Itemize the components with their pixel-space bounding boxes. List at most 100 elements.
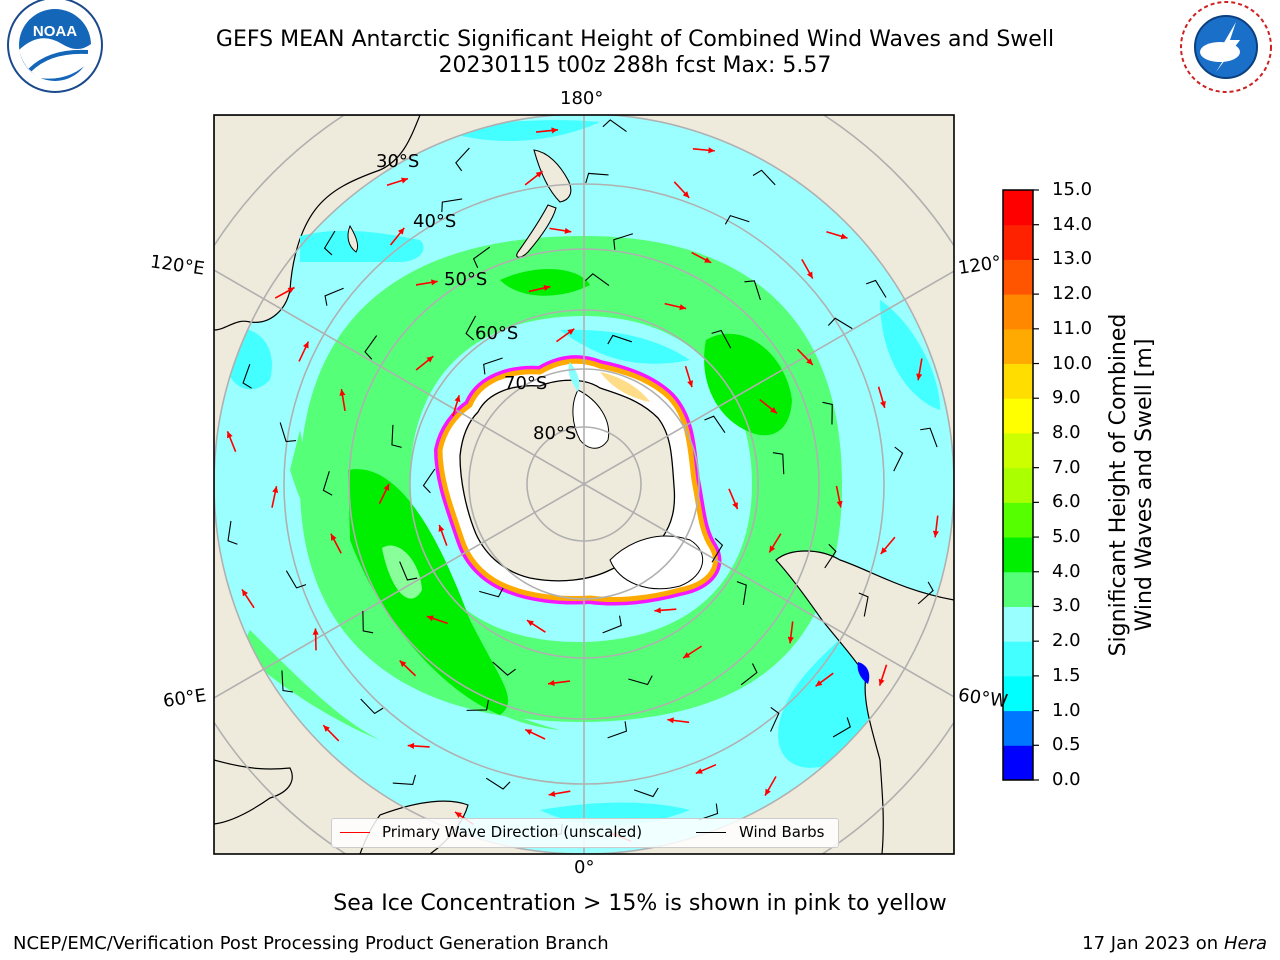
lat-label-80s: 80°S: [533, 423, 577, 444]
wave-arrow-head: [426, 356, 434, 363]
wave-arrow-head: [932, 530, 939, 538]
colorbar-segment: [1003, 745, 1033, 781]
wave-arrow-head: [330, 533, 337, 541]
colorbar-tick-label: 3.0: [1052, 595, 1081, 617]
colorbar-tick-label: 4.0: [1052, 560, 1081, 582]
map-legend: Primary Wave Direction (unscaled) Wind B…: [331, 818, 839, 848]
wave-arrow-head: [323, 725, 330, 732]
footer-date-text: 17 Jan 2023 on: [1082, 933, 1224, 954]
wave-arrow-head: [438, 524, 445, 532]
map-frame: [213, 114, 955, 855]
nws-logo: [1179, 0, 1273, 94]
wave-arrow-head: [806, 271, 813, 279]
wave-arrow-head: [682, 191, 690, 198]
wind-barb: [364, 335, 378, 360]
wind-barb: [607, 721, 628, 739]
colorbar-tick-label: 6.0: [1052, 491, 1081, 513]
wind-barb: [698, 803, 719, 821]
wave-arrow-head: [564, 227, 572, 234]
wind-barb: [492, 661, 516, 676]
wave-direction-swatch: [340, 832, 370, 833]
lat-label-50s: 50°S: [444, 269, 488, 290]
wind-barb: [827, 317, 853, 330]
colorbar-tick-label: 5.0: [1052, 526, 1081, 548]
wind-barb: [585, 172, 609, 184]
lat-label-60s: 60°S: [475, 323, 519, 344]
wind-barb: [242, 363, 252, 389]
wave-arrow-head: [430, 279, 438, 286]
wind-barb: [472, 246, 491, 269]
wind-barb: [633, 787, 659, 798]
wave-arrow-head: [383, 483, 390, 491]
colorbar-segment: [1003, 294, 1033, 330]
colorbar-segment: [1003, 398, 1033, 434]
colorbar: [1002, 189, 1039, 781]
footer-branch: NCEP/EMC/Verification Post Processing Pr…: [13, 933, 609, 954]
wind-barb: [279, 422, 297, 443]
wave-arrow-head: [401, 177, 408, 184]
wind-barb: [607, 334, 632, 345]
lon-label-bottom: 0°: [574, 857, 595, 878]
wave-arrow-head: [815, 680, 823, 687]
wave-arrow-head: [287, 287, 295, 294]
colorbar-tick-label: 15.0: [1052, 179, 1093, 200]
colorbar-tick-label: 8.0: [1052, 421, 1081, 443]
wind-barb: [917, 581, 934, 605]
wave-arrow-head: [770, 407, 777, 414]
lat-label-70s: 70°S: [504, 373, 548, 394]
colorbar-frame: [1002, 189, 1034, 781]
vector-field: [226, 119, 939, 843]
colorbar-title-line1: Significant Height of Combined: [1106, 313, 1131, 657]
wind-barb: [585, 273, 610, 287]
colorbar-segment: [1003, 537, 1033, 573]
colorbar-segment: [1003, 432, 1033, 469]
wave-arrow-head: [399, 660, 407, 668]
wind-barb: [893, 446, 904, 472]
colorbar-segment: [1003, 641, 1033, 677]
wave-arrow-head: [543, 284, 551, 291]
wind-barb: [824, 543, 837, 569]
footer-date: 17 Jan 2023 on Hera: [1082, 933, 1267, 954]
wave-arrow-head: [880, 547, 888, 555]
wind-barb: [360, 698, 384, 715]
wind-barb: [736, 581, 747, 605]
wind-barb: [362, 610, 374, 634]
wind-barb: [324, 287, 344, 306]
wind-barb: [704, 415, 726, 434]
colorbar-tick-label: 9.0: [1052, 387, 1081, 409]
wind-barb: [772, 452, 785, 475]
graticule: [214, 115, 954, 854]
wind-barb-swatch: [696, 832, 726, 833]
colorbar-segment: [1003, 363, 1033, 399]
wind-barb: [441, 198, 463, 213]
wave-arrow-head: [654, 607, 661, 614]
wind-barb: [322, 471, 333, 496]
colorbar-segment: [1003, 675, 1033, 712]
wave-arrow-head: [836, 500, 843, 508]
wind-barb: [740, 663, 758, 686]
wind-barb: [752, 169, 776, 186]
wave-arrow-head: [241, 589, 248, 597]
colorbar-tick-label: 12.0: [1052, 283, 1093, 305]
wind-barb: [483, 357, 503, 375]
colorbar-segment: [1003, 710, 1033, 746]
colorbar-tick-label: 0.0: [1052, 769, 1081, 790]
wave-arrow-head: [695, 768, 703, 774]
chart-title: GEFS MEAN Antarctic Significant Height o…: [215, 27, 1055, 52]
wind-barb: [770, 707, 780, 732]
wave-arrow-head: [765, 788, 771, 796]
colorbar-segment: [1003, 571, 1033, 607]
wave-arrow-head: [916, 373, 923, 381]
colorbar-segment: [1003, 502, 1033, 538]
wave-arrow-head: [683, 652, 691, 659]
wave-arrow-head: [312, 628, 319, 635]
wave-arrow-head: [679, 304, 687, 311]
wave-arrow-head: [454, 395, 461, 403]
noaa-logo: NOAA: [7, 0, 103, 93]
colorbar-tick-label: 11.0: [1052, 317, 1093, 339]
wave-arrow-head: [878, 678, 885, 686]
wind-barb: [858, 592, 869, 617]
africa: [214, 759, 293, 825]
wind-barb: [466, 700, 489, 711]
